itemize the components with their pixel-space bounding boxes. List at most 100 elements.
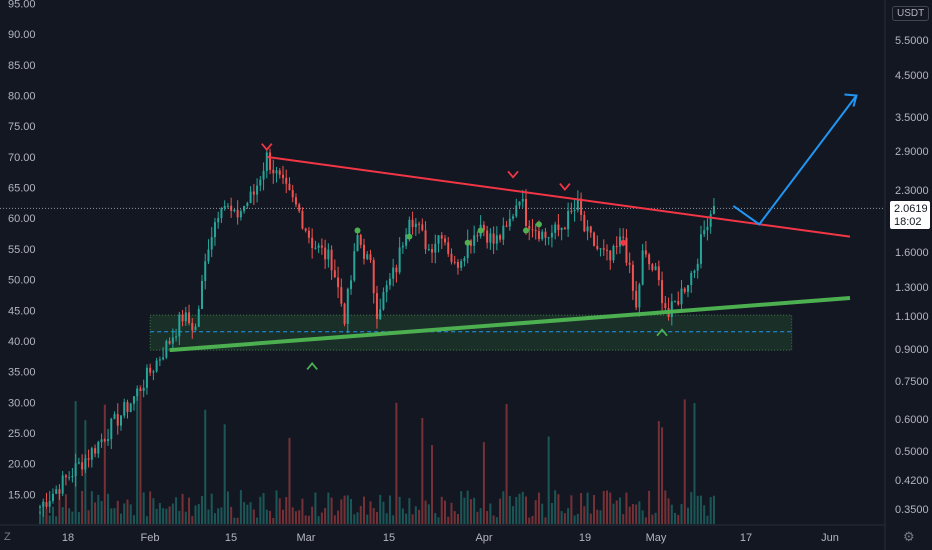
volume-bar <box>285 497 288 524</box>
candle-body <box>58 489 61 494</box>
candle-body <box>690 272 693 286</box>
candle-body <box>453 261 456 263</box>
candle-body <box>278 170 281 175</box>
annotations <box>169 93 858 371</box>
right-axis-tick: 1.6000 <box>895 247 929 259</box>
left-axis-tick: 80.00 <box>8 91 36 103</box>
volume-bar <box>392 515 395 524</box>
volume-bar <box>573 515 576 524</box>
volume-bar <box>657 421 660 524</box>
volume-bar <box>139 385 142 524</box>
candle-body <box>356 235 359 252</box>
candle-body <box>158 359 161 361</box>
pivot-high-marker <box>507 170 519 179</box>
currency-label[interactable]: USDT <box>892 6 930 21</box>
volume-bar <box>450 502 453 524</box>
volume-bar <box>444 500 446 524</box>
volume-bar <box>618 497 621 524</box>
volume-bar <box>94 502 97 524</box>
left-axis-tick: 55.00 <box>8 244 36 256</box>
time-axis: 18 Feb 15 Mar 15 Apr 19 May 17 Jun <box>62 532 839 544</box>
candle-body <box>197 308 200 327</box>
volume-bar <box>317 516 320 524</box>
candle-body <box>544 231 547 238</box>
volume-bar <box>703 505 706 524</box>
candle-body <box>573 210 576 212</box>
signal-dot <box>535 221 542 228</box>
candle-body <box>463 258 466 262</box>
candle-body <box>414 223 417 228</box>
volume-bar <box>631 503 634 524</box>
right-axis-tick: 0.4200 <box>895 475 929 487</box>
volume-bar <box>291 507 294 524</box>
volume-bar <box>408 498 411 524</box>
volume-bar <box>149 491 152 524</box>
volume-bar <box>466 490 469 524</box>
candle-body <box>175 336 178 338</box>
volume-bar <box>314 492 317 524</box>
left-axis-tick: 65.00 <box>8 183 36 195</box>
volume-bar <box>217 508 220 524</box>
volume-bar <box>58 492 61 524</box>
candle-body <box>661 280 664 304</box>
candle-body <box>528 225 531 230</box>
timezone-icon[interactable]: Z <box>4 531 11 543</box>
candle-body <box>606 249 608 251</box>
volume-bar <box>431 445 434 524</box>
candle-body <box>489 233 492 243</box>
candle-body <box>317 245 320 248</box>
volume-bar <box>593 495 596 524</box>
volume-bar <box>502 491 505 524</box>
candle-body <box>576 198 579 211</box>
volume-bar <box>275 490 278 524</box>
candle-body <box>570 210 573 212</box>
candle-body <box>537 231 540 240</box>
candle-body <box>97 442 100 454</box>
volume-bar <box>346 495 349 524</box>
gear-icon[interactable]: ⚙ <box>903 529 915 544</box>
candle-body <box>87 458 90 460</box>
volume-bar <box>61 507 64 524</box>
candle-body <box>450 253 453 262</box>
left-axis: 95.00 90.00 85.00 80.00 75.00 70.00 65.00 60.00… <box>8 0 36 501</box>
volume-bar <box>353 514 356 524</box>
volume-bar <box>129 504 132 524</box>
time-axis-tick: Mar <box>297 532 316 544</box>
candle-body <box>699 234 702 264</box>
volume-bar <box>145 516 148 524</box>
volume-bar <box>486 511 489 524</box>
volume-bar <box>191 516 194 524</box>
volume-bar <box>363 496 365 524</box>
volume-bar <box>654 512 657 524</box>
volume-bar <box>534 500 537 524</box>
candle-body <box>654 266 657 270</box>
candle-body <box>45 502 48 507</box>
left-axis-tick: 90.00 <box>8 29 36 41</box>
volume-bar <box>567 508 570 524</box>
candle-body <box>330 249 333 271</box>
candle-body <box>77 462 80 464</box>
candle-body <box>508 218 511 227</box>
last-price-badge: 2.0619 18:02 <box>890 201 930 229</box>
candle-body <box>589 226 592 233</box>
volume-bar <box>560 511 563 524</box>
candle-body <box>421 224 424 231</box>
volume-bar <box>178 510 181 524</box>
volume-bar <box>262 492 265 524</box>
volume-bar <box>171 503 174 524</box>
candle-body <box>265 152 268 171</box>
candle-body <box>116 414 119 426</box>
candle-body <box>418 223 421 225</box>
pivot-high-marker <box>261 143 273 152</box>
right-axis-tick: 2.9000 <box>895 146 929 158</box>
volume-bar <box>239 490 242 524</box>
signal-dot <box>406 233 413 240</box>
candle-body <box>583 214 586 232</box>
candle-body <box>337 277 340 288</box>
volume-bar <box>142 492 145 524</box>
candle-body <box>100 439 103 443</box>
volume-bar <box>162 508 165 524</box>
candle-body <box>693 270 696 273</box>
candle-body <box>288 183 291 191</box>
